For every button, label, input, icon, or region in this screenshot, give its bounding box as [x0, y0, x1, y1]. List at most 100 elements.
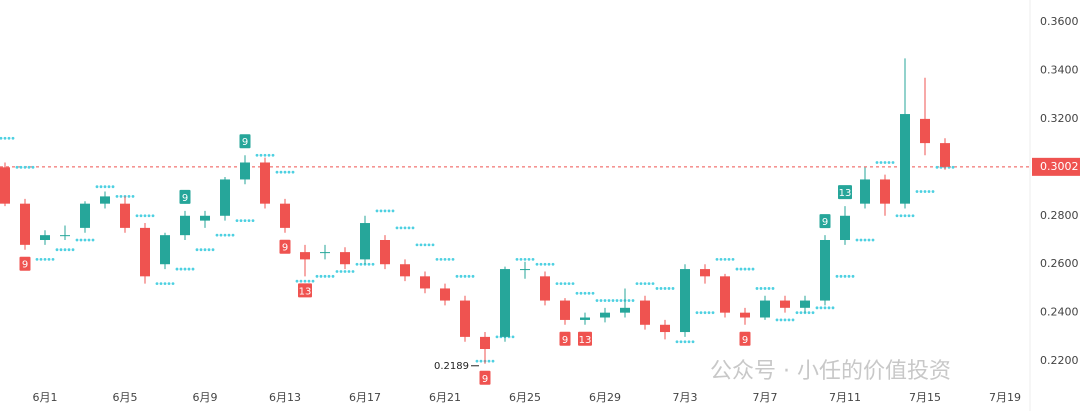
sar-dot: [923, 190, 927, 193]
sar-dot: [143, 214, 147, 218]
x-tick-label: 6月25: [509, 391, 541, 404]
sar-dot: [227, 233, 231, 237]
sar-dot: [747, 267, 751, 271]
sar-dot: [159, 282, 163, 286]
sar-dot: [863, 238, 867, 242]
sar-dot: [0, 136, 3, 140]
candle-body: [680, 269, 690, 333]
sar-dot: [543, 262, 547, 266]
sar-dot: [931, 190, 935, 193]
sar-dot: [207, 248, 211, 252]
sar-dot: [479, 359, 483, 363]
sar-dot: [835, 274, 839, 278]
x-tick-label: 7月3: [673, 391, 698, 404]
td-count: 9: [562, 335, 568, 346]
sar-dot: [87, 238, 91, 242]
sar-dot: [287, 170, 291, 174]
sar-dot: [467, 274, 471, 278]
sar-dot: [583, 291, 587, 295]
sar-dot: [515, 257, 519, 261]
sar-dot: [275, 170, 279, 174]
sar-dot: [907, 214, 911, 218]
sar-dot: [607, 299, 611, 302]
x-tick-label: 7月7: [753, 391, 778, 404]
y-tick-label: 0.2600: [1040, 257, 1079, 270]
sar-dot: [239, 219, 243, 223]
sar-dot: [355, 262, 359, 266]
sar-dot: [535, 262, 539, 266]
candle-body: [280, 203, 290, 228]
sar-dot: [711, 311, 715, 315]
td-badge: [819, 214, 831, 229]
candle-body: [500, 269, 510, 337]
sar-dot: [451, 257, 455, 261]
sar-dot: [935, 165, 939, 169]
sar-dot: [231, 233, 235, 237]
sar-dot: [403, 226, 407, 230]
sar-dot: [671, 287, 675, 290]
sar-dot: [691, 340, 695, 344]
sar-dot: [831, 306, 835, 310]
sar-dot: [643, 282, 647, 286]
sar-dot: [11, 136, 15, 140]
candle-body: [720, 276, 730, 313]
sar-dot: [819, 306, 823, 310]
candle-body: [80, 203, 90, 228]
sar-dot: [471, 274, 475, 278]
td-count: 9: [242, 137, 248, 148]
sar-dot: [199, 248, 203, 252]
sar-dot: [327, 274, 331, 278]
sar-dot: [107, 185, 111, 189]
sar-dot: [651, 282, 655, 286]
y-tick-label: 0.3200: [1040, 112, 1079, 125]
sar-dot: [427, 243, 431, 247]
sar-dot: [687, 340, 691, 344]
x-tick-label: 6月21: [429, 391, 461, 404]
candle-body: [520, 269, 530, 271]
sar-dot: [455, 274, 459, 278]
sar-dot: [591, 291, 595, 295]
sar-dot: [43, 257, 47, 261]
sar-dot: [703, 311, 707, 315]
sar-dot: [15, 165, 19, 169]
candle-body: [780, 300, 790, 308]
td-badge: [559, 331, 571, 346]
sar-dot: [919, 190, 923, 193]
sar-dot: [763, 287, 767, 290]
sar-dot: [807, 311, 811, 315]
td-badge: [239, 134, 251, 149]
candle-body: [320, 252, 330, 254]
sar-dot: [871, 238, 875, 242]
sar-dot: [31, 165, 35, 169]
sar-dot: [63, 248, 67, 252]
x-tick-label: 7月19: [989, 391, 1021, 404]
sar-dot: [675, 340, 679, 344]
sar-dot: [187, 267, 191, 271]
sar-dot: [627, 299, 631, 302]
sar-dot: [911, 214, 915, 218]
sar-dot: [379, 209, 383, 213]
sar-dot: [71, 248, 75, 252]
sar-dot: [587, 291, 591, 295]
price-label: 0.3002: [1040, 160, 1079, 173]
sar-dot: [571, 282, 575, 286]
sar-dot: [659, 287, 663, 290]
candle-body: [300, 252, 310, 260]
sar-dot: [7, 136, 11, 140]
sar-dot: [247, 219, 251, 223]
sar-dot: [647, 282, 651, 286]
sar-dot: [167, 282, 171, 286]
sar-dot: [775, 318, 779, 322]
sar-dot: [139, 214, 143, 218]
sar-dot: [611, 299, 615, 302]
sar-dot: [795, 311, 799, 315]
y-tick-label: 0.2200: [1040, 354, 1079, 367]
sar-dot: [163, 282, 167, 286]
sar-dot: [259, 153, 263, 157]
sar-dot: [875, 161, 879, 164]
sar-dot: [135, 214, 139, 218]
sar-dot: [115, 195, 119, 198]
sar-dot: [411, 226, 415, 230]
td-count: 13: [299, 286, 312, 297]
sar-dot: [731, 257, 735, 261]
